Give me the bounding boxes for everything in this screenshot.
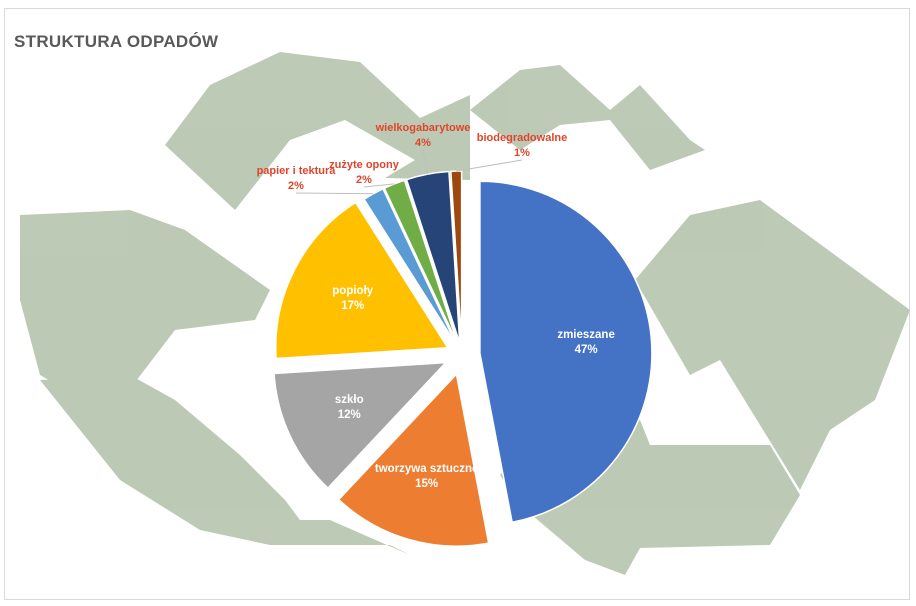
slice-category-label: popioły [332, 285, 374, 298]
leader-line-7 [422, 149, 429, 175]
slice-label-6: zużyte opony 2% [329, 158, 399, 188]
slice-category-label: papier i tektura [256, 165, 336, 177]
chart-frame [4, 8, 910, 600]
slice-percent-label: 15% [415, 477, 439, 490]
pie-slice-4 [274, 201, 450, 360]
slice-label-1: zmieszane 47% [557, 328, 615, 358]
slice-percent-label: 2% [288, 180, 304, 192]
slice-label-8: biodegradowalne 1% [477, 131, 567, 161]
slice-percent-label: 17% [341, 300, 365, 313]
slice-category-label: szkło [334, 394, 364, 407]
pie-slice-2 [337, 372, 490, 547]
pie-slice-5 [363, 187, 457, 345]
leader-line-6 [363, 183, 395, 188]
recycle-arrow-left [20, 210, 270, 415]
chart-title: STRUKTURA ODPADÓW [14, 32, 219, 51]
slice-category-label: tworzywa sztuczne [374, 462, 479, 475]
leader-line-8 [456, 159, 523, 172]
pie-slice-8 [450, 170, 463, 344]
slice-percent-label: 47% [574, 344, 598, 357]
slice-percent-label: 2% [356, 174, 372, 186]
slice-label-5: papier i tektura 2% [257, 164, 336, 194]
slice-category-label: biodegradowalne [476, 132, 568, 144]
slice-percent-label: 1% [514, 147, 530, 159]
recycle-arrow-bottom-left [40, 375, 410, 555]
slice-label-3: szkło 12% [335, 393, 364, 423]
pie-slice-7 [405, 170, 461, 344]
pie-slice-1 [479, 180, 653, 524]
slice-label-2: tworzywa sztuczne 15% [375, 462, 479, 492]
slice-percent-label: 4% [415, 137, 431, 149]
pie-slice-3 [273, 361, 448, 490]
slice-label-4: popioły 17% [332, 284, 373, 314]
pie-slice-6 [383, 179, 459, 345]
leader-line-5 [295, 192, 374, 195]
slice-category-label: wielkogabarytowe [375, 122, 471, 134]
slice-category-label: zużyte opony [329, 159, 399, 171]
slice-category-label: zmieszane [557, 329, 615, 342]
slice-label-7: wielkogabarytowe 4% [376, 121, 471, 151]
recycle-arrow-right [635, 200, 910, 490]
recycle-arrow-top-right [470, 65, 705, 170]
recycle-arrow-top [165, 52, 470, 210]
slice-percent-label: 12% [337, 409, 361, 422]
